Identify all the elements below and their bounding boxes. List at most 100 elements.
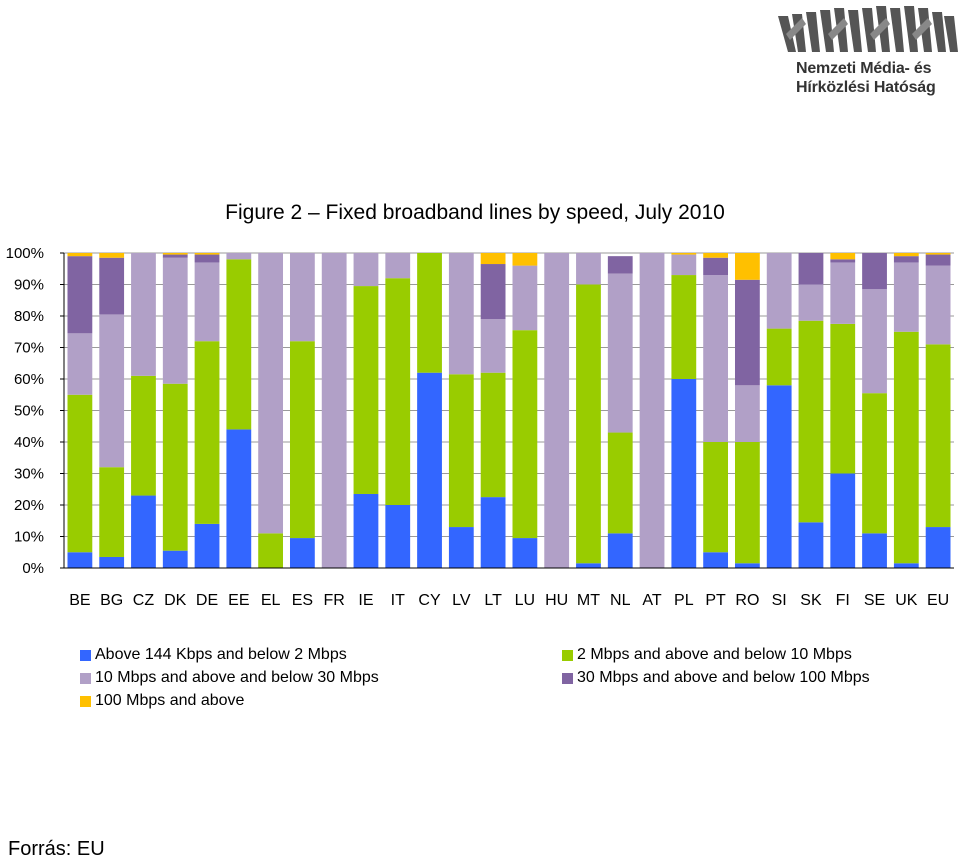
x-tick-label: AT bbox=[642, 592, 661, 609]
x-tick-label: SI bbox=[772, 592, 787, 609]
legend-label: 2 Mbps and above and below 10 Mbps bbox=[577, 646, 852, 663]
bar-segment bbox=[448, 527, 474, 568]
bar-segment bbox=[893, 256, 919, 263]
bar-segment bbox=[734, 253, 760, 280]
bar-stack-es bbox=[289, 253, 315, 568]
bar-segment bbox=[830, 473, 856, 568]
bar-segment bbox=[671, 253, 697, 255]
y-tick-label: 80% bbox=[14, 308, 44, 325]
bar-segment bbox=[162, 550, 188, 568]
bar-segment bbox=[162, 254, 188, 258]
legend-item: 2 Mbps and above and below 10 Mbps bbox=[562, 646, 852, 664]
axes bbox=[63, 253, 954, 569]
bar-segment bbox=[131, 375, 156, 496]
bar-segment bbox=[417, 253, 442, 373]
bar-segment bbox=[671, 254, 697, 276]
bars bbox=[67, 253, 951, 568]
bar-segment bbox=[703, 275, 729, 442]
bar-segment bbox=[480, 264, 506, 320]
x-tick-label: LT bbox=[484, 592, 502, 609]
bar-segment bbox=[766, 385, 792, 568]
bar-segment bbox=[512, 538, 538, 568]
y-tick-label: 70% bbox=[14, 340, 44, 357]
bar-stack-de bbox=[194, 253, 220, 568]
y-tick-label: 60% bbox=[14, 371, 44, 388]
x-tick-label: FR bbox=[324, 592, 345, 609]
bar-stack-cy bbox=[417, 253, 442, 568]
legend-swatch bbox=[80, 695, 91, 707]
chart-legend: Above 144 Kbps and below 2 Mbps 2 Mbps an… bbox=[80, 646, 940, 716]
bar-segment bbox=[448, 253, 474, 375]
bar-segment bbox=[607, 256, 633, 274]
bar-segment bbox=[67, 333, 93, 395]
bar-segment bbox=[353, 253, 379, 287]
bar-stack-ro bbox=[734, 253, 760, 568]
x-tick-label: FI bbox=[836, 592, 850, 609]
bar-stack-eu bbox=[925, 253, 951, 568]
legend-label: 100 Mbps and above bbox=[95, 692, 245, 709]
bar-segment bbox=[607, 533, 633, 568]
bar-segment bbox=[576, 563, 601, 568]
bar-segment bbox=[734, 442, 760, 564]
bar-segment bbox=[734, 279, 760, 386]
bar-stack-fr bbox=[321, 253, 347, 568]
x-axis-ticks: BE BG CZ DK DE EE EL ES FR IE IT CY LV LT LU HU MT NL AT PL… bbox=[69, 592, 949, 609]
bar-segment bbox=[925, 254, 951, 266]
broadband-speed-chart: Figure 2 – Fixed broadband lines by spee… bbox=[6, 201, 954, 609]
nmhh-logo: Nemzeti Média- és Hírközlési Hatóság bbox=[776, 4, 960, 100]
bar-segment bbox=[830, 253, 856, 260]
x-tick-label: DE bbox=[196, 592, 218, 609]
bar-stack-lt bbox=[480, 253, 506, 568]
bar-segment bbox=[385, 505, 411, 568]
legend-swatch bbox=[80, 672, 91, 684]
bar-stack-nl bbox=[607, 256, 633, 568]
bar-segment bbox=[576, 284, 601, 564]
y-tick-label: 30% bbox=[14, 466, 44, 483]
bar-stack-dk bbox=[162, 253, 188, 568]
x-tick-label: RO bbox=[735, 592, 759, 609]
bar-segment bbox=[639, 253, 665, 568]
bar-segment bbox=[925, 344, 951, 528]
bar-segment bbox=[99, 253, 125, 258]
bar-segment bbox=[703, 552, 729, 568]
x-tick-label: PT bbox=[705, 592, 726, 609]
bar-segment bbox=[385, 278, 411, 505]
bar-stack-el bbox=[258, 253, 284, 568]
bar-segment bbox=[162, 257, 188, 384]
bar-segment bbox=[734, 563, 760, 568]
bar-segment bbox=[798, 320, 824, 523]
bar-segment bbox=[862, 289, 887, 394]
bar-stack-ee bbox=[226, 253, 252, 568]
x-tick-label: ES bbox=[292, 592, 313, 609]
x-tick-label: EU bbox=[927, 592, 949, 609]
y-axis-ticks: 0% 10% 20% 30% 40% 50% 60% 70% 80% 90% 100% bbox=[6, 245, 64, 577]
bar-segment bbox=[576, 253, 601, 285]
legend-label: 10 Mbps and above and below 30 Mbps bbox=[95, 669, 379, 686]
bar-stack-pl bbox=[671, 253, 697, 568]
bar-segment bbox=[194, 262, 220, 342]
bar-segment bbox=[862, 253, 887, 290]
y-tick-label: 40% bbox=[14, 434, 44, 451]
x-tick-label: IE bbox=[358, 592, 373, 609]
bar-segment bbox=[925, 527, 951, 568]
bar-segment bbox=[766, 253, 792, 329]
source-note: Forrás: EU bbox=[8, 838, 105, 860]
legend-item: 30 Mbps and above and below 100 Mbps bbox=[562, 669, 870, 687]
bar-segment bbox=[734, 385, 760, 442]
x-tick-label: EE bbox=[228, 592, 249, 609]
bar-segment bbox=[67, 394, 93, 553]
bar-segment bbox=[480, 319, 506, 373]
bar-stack-uk bbox=[893, 253, 919, 568]
x-tick-label: DK bbox=[164, 592, 187, 609]
x-tick-label: MT bbox=[577, 592, 600, 609]
bar-segment bbox=[321, 253, 347, 568]
bar-segment bbox=[67, 552, 93, 568]
bar-segment bbox=[226, 259, 252, 430]
y-tick-label: 100% bbox=[6, 245, 44, 262]
chart-title: Figure 2 – Fixed broadband lines by spee… bbox=[225, 201, 725, 224]
bar-segment bbox=[893, 262, 919, 332]
bar-segment bbox=[289, 341, 315, 539]
bar-segment bbox=[289, 253, 315, 342]
x-tick-label: BG bbox=[100, 592, 123, 609]
legend-label: Above 144 Kbps and below 2 Mbps bbox=[95, 646, 347, 663]
